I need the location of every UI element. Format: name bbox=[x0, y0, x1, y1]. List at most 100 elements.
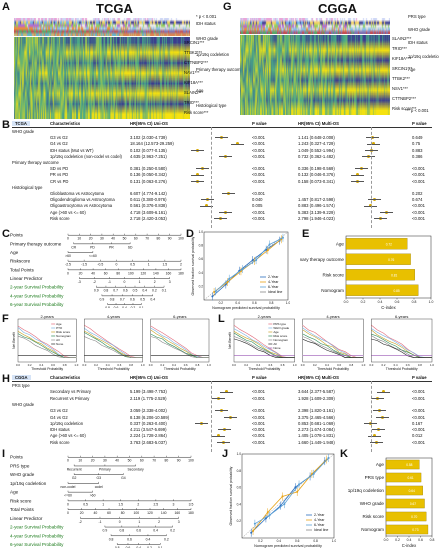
table-header-cell: P value bbox=[412, 121, 427, 126]
table-cell: 2.273 (1.674-3.084) bbox=[298, 427, 335, 433]
nomogram-tick-label: 140 bbox=[161, 511, 167, 515]
calibration-point bbox=[268, 243, 271, 246]
bar-value-label: 0.72 bbox=[386, 242, 392, 246]
tick-label: 0.6 bbox=[117, 363, 121, 367]
plot-frame bbox=[241, 453, 335, 539]
table-header-cell: TCGA bbox=[12, 121, 30, 127]
forest-ci bbox=[217, 429, 231, 430]
nomogram-tick-label: 0.8 bbox=[105, 306, 110, 308]
table-cell: <0.001 bbox=[412, 389, 425, 395]
dca-curve bbox=[150, 329, 209, 359]
legend-label: Risk score bbox=[56, 330, 70, 334]
calibration-point bbox=[250, 531, 253, 534]
nomogram-tick-label: 3 bbox=[172, 502, 174, 506]
heatmap-cells bbox=[14, 37, 190, 119]
nomogram-row-label: Primary therapy outcome bbox=[10, 241, 62, 246]
tick-label: 0.2 bbox=[382, 363, 386, 367]
tick-label: 0.0 bbox=[149, 363, 153, 367]
calibration-point bbox=[298, 483, 301, 486]
nomogram-tick-label: 0 bbox=[119, 520, 121, 524]
legend-label: All bbox=[56, 338, 60, 342]
tick-label: 0.8 bbox=[349, 363, 353, 367]
panel-label-k: K bbox=[340, 448, 348, 460]
table-cell: 3.059 (2.338-4.002) bbox=[130, 408, 167, 414]
legend-label: 6-Year bbox=[314, 523, 325, 527]
table-cell: 0.386 bbox=[412, 153, 423, 159]
cindex-bar bbox=[385, 459, 420, 470]
table-cell: CR vs PD bbox=[50, 178, 69, 184]
forest-ci bbox=[374, 218, 388, 219]
table-cell: 1.928 (1.609-2.309) bbox=[298, 395, 335, 401]
nomogram-tick-label: 0.6 bbox=[126, 546, 131, 548]
axis-xlabel: Threshold Probability bbox=[31, 367, 63, 371]
category-label: Age bbox=[376, 462, 385, 467]
table-cell: 8.138 (6.206-10.589) bbox=[130, 414, 170, 420]
panel-subtitle: 2-years bbox=[40, 314, 53, 319]
table-cell: <0.001 bbox=[252, 135, 265, 141]
nomogram-tick-label: 0.5 bbox=[130, 263, 135, 267]
tick-label: 0.2 bbox=[160, 363, 164, 367]
tick-label: 0.4 bbox=[256, 363, 260, 367]
table-cell: 0.381 (0.250-0.580) bbox=[130, 166, 167, 172]
nomogram-tick-label: 2 bbox=[158, 520, 160, 524]
calibration-point bbox=[281, 495, 284, 498]
category-label: Risk score bbox=[323, 272, 345, 277]
cindex-bar bbox=[345, 269, 415, 281]
table-cell: PRS type bbox=[12, 383, 30, 388]
panel-label-f: F bbox=[2, 313, 9, 325]
nomogram-row-label: 2-year Survival Probability bbox=[10, 525, 64, 530]
tick-label: 0.8 bbox=[237, 469, 242, 473]
nomogram-tick-label: 40 bbox=[91, 271, 95, 275]
nomogram-row-label: 1p/19q codeletion bbox=[10, 481, 47, 486]
category-label: 1p/19q codeletion bbox=[348, 488, 385, 493]
forest-ci bbox=[223, 416, 237, 418]
cindex-bar bbox=[385, 472, 422, 483]
nomogram-tick-label: -1.5 bbox=[81, 263, 87, 267]
nomogram-tick-label: 160 bbox=[174, 511, 180, 515]
calibration-point bbox=[213, 291, 216, 294]
plot-frame bbox=[345, 235, 432, 299]
table-cell: IDH status bbox=[50, 427, 70, 433]
dca-curve bbox=[233, 338, 295, 359]
table-cell: 0.732 (0.362-1.482) bbox=[298, 153, 335, 159]
table-cell: WHO grade bbox=[12, 129, 35, 134]
tick-label: 1.0 bbox=[430, 363, 434, 367]
forest-ci bbox=[363, 423, 377, 424]
table-cell: 2.398 (1.820-3.161) bbox=[298, 408, 335, 414]
table-cell: G4 vs G2 bbox=[50, 414, 68, 420]
forest-ci bbox=[366, 137, 380, 138]
table-cell: 0.674 bbox=[412, 197, 423, 203]
table-cell: 0.012 bbox=[412, 433, 423, 439]
category-label: Age bbox=[336, 241, 345, 246]
nomogram-tick-label: 120 bbox=[147, 511, 153, 515]
table-cell: 3.763 (2.683-5.037) bbox=[130, 439, 167, 445]
nomogram-tick-label: 20 bbox=[80, 511, 84, 515]
forest-ref-line bbox=[371, 127, 372, 228]
heatmap-a-legend: * p < 0.001 IDH status WHO grade 1p/19q … bbox=[196, 14, 243, 109]
nomogram-tick-label: 0 bbox=[67, 511, 69, 515]
table-cell: 0.883 bbox=[412, 147, 423, 153]
table-cell: G3 vs G2 bbox=[50, 135, 68, 141]
table-cell: <0.001 bbox=[412, 172, 425, 178]
table-header-cell: P value bbox=[412, 375, 427, 380]
axis-xlabel: Threshold Probability bbox=[98, 367, 130, 371]
heatmap-a bbox=[14, 37, 190, 119]
tick-label: 0.4 bbox=[407, 538, 412, 542]
table-cell: 2.798 (1.946-4.023) bbox=[298, 215, 335, 221]
forest-ci bbox=[369, 441, 383, 443]
table-cell: <0.001 bbox=[412, 178, 425, 184]
nomogram-tick-label: 80 bbox=[157, 237, 161, 241]
bar-value-label: 0.85 bbox=[393, 289, 399, 293]
table-cell: 1p/19q codeletion bbox=[50, 420, 84, 426]
legend-label: Risk score bbox=[273, 334, 287, 338]
table-header-cell: HR(95% CI) Uni-OS bbox=[130, 375, 168, 380]
forest-ci bbox=[351, 180, 364, 182]
nomogram-tick-label: 0.8 bbox=[119, 529, 124, 533]
tick-label: 1.0 bbox=[332, 539, 336, 543]
nomogram-tick-label: -1 bbox=[108, 280, 111, 284]
tick-label: 0.6 bbox=[295, 539, 300, 543]
cindex-chart-k: Age 0.58 PRS type 0.61 1p/19q codeletion 0.64… bbox=[348, 457, 434, 548]
nomogram-row-label: Points bbox=[10, 455, 23, 460]
table-cell: 3.644 (2.377-5.587) bbox=[298, 389, 335, 395]
nomogram-tick-label: 180 bbox=[188, 511, 194, 515]
